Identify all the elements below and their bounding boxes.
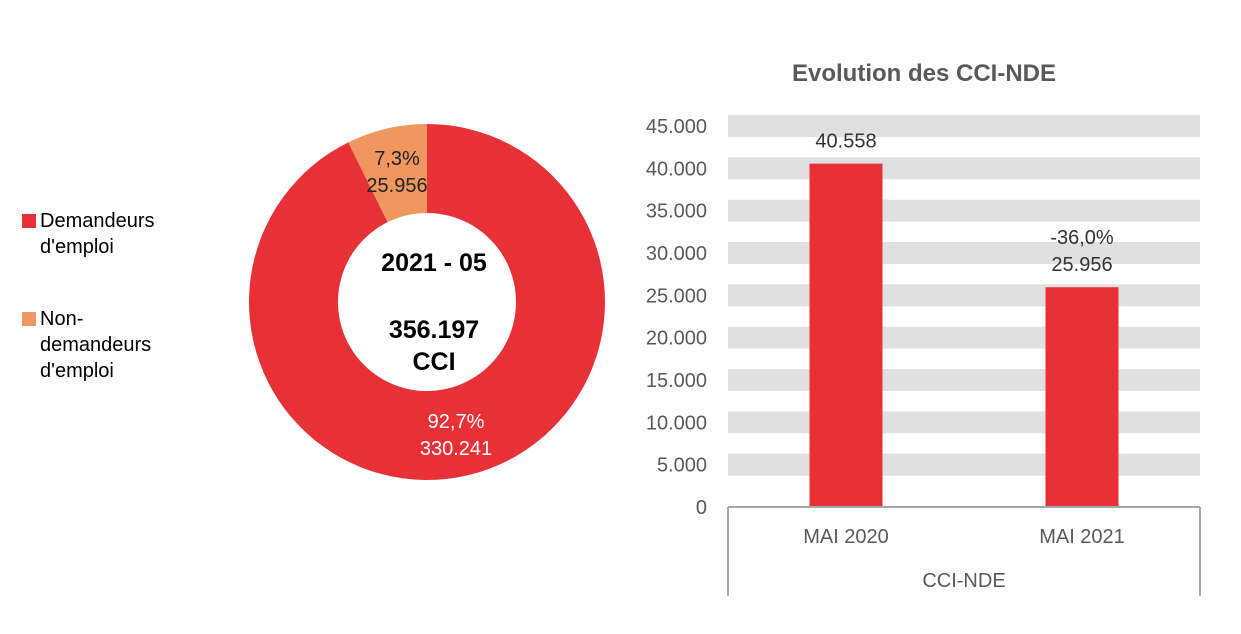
y-tick-label: 10.000 xyxy=(646,412,707,434)
legend-item-non-demandeurs: Non-demandeurs d'emploi xyxy=(22,306,190,384)
x-group-label: CCI-NDE xyxy=(922,570,1005,592)
slice-percent-label: 92,7% xyxy=(428,411,485,433)
slice-value-label: 330.241 xyxy=(420,438,492,460)
legend-label: Non-demandeurs d'emploi xyxy=(40,308,152,382)
legend-label: Demandeurs d'emploi xyxy=(40,210,155,258)
y-tick-label: 40.000 xyxy=(646,158,707,180)
donut-slice xyxy=(348,124,427,223)
legend-item-demandeurs: Demandeurs d'emploi xyxy=(22,208,200,260)
bar-data-label: -36,0% xyxy=(1050,227,1114,249)
donut-center-text: CCI xyxy=(412,348,455,376)
grid-band xyxy=(728,326,1200,349)
slice-value-label: 25.956 xyxy=(366,175,427,197)
chart-title: Evolution des CCI-NDE xyxy=(792,60,1056,87)
donut-center-text: 356.197 xyxy=(389,316,479,344)
y-tick-label: 25.000 xyxy=(646,285,707,307)
grid-band xyxy=(728,242,1200,264)
grid-band xyxy=(728,453,1200,476)
slice-percent-label: 7,3% xyxy=(374,148,420,170)
x-tick-label: MAI 2021 xyxy=(1039,526,1125,548)
y-tick-label: 15.000 xyxy=(646,370,707,392)
y-tick-label: 35.000 xyxy=(646,201,707,223)
y-tick-label: 45.000 xyxy=(646,116,707,138)
y-tick-label: 0 xyxy=(696,497,707,519)
donut-center-text: 2021 - 05 xyxy=(381,249,487,277)
donut-slice xyxy=(248,124,605,480)
grid-band xyxy=(728,411,1200,434)
bar xyxy=(1045,287,1119,507)
y-tick-label: 20.000 xyxy=(646,328,707,350)
y-tick-label: 30.000 xyxy=(646,243,707,265)
grid-band xyxy=(728,199,1200,222)
grid-band xyxy=(728,115,1200,137)
grid-band xyxy=(728,369,1200,391)
y-tick-label: 5.000 xyxy=(657,455,707,477)
legend-swatch xyxy=(22,312,36,326)
x-tick-label: MAI 2020 xyxy=(803,526,889,548)
grid-band xyxy=(728,157,1200,180)
bar-data-label: 25.956 xyxy=(1051,254,1112,276)
bar xyxy=(809,163,883,507)
bar-data-label: 40.558 xyxy=(815,131,876,153)
legend-swatch xyxy=(22,214,36,228)
grid-band xyxy=(728,284,1200,307)
